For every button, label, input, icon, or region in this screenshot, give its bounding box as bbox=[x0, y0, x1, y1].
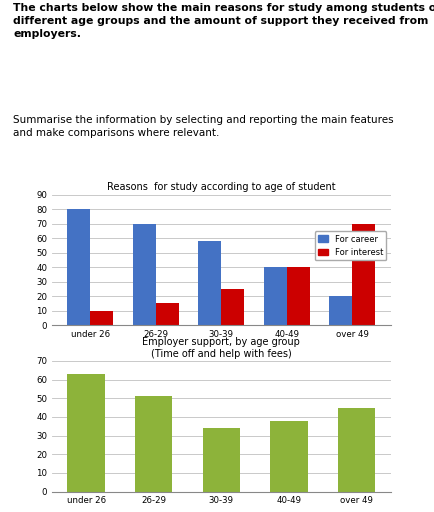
Bar bbox=[221, 289, 244, 325]
Bar bbox=[135, 396, 172, 492]
Bar bbox=[90, 311, 113, 325]
Bar bbox=[67, 374, 105, 492]
Text: The charts below show the main reasons for study among students of
different age: The charts below show the main reasons f… bbox=[13, 3, 434, 39]
Bar bbox=[352, 224, 375, 325]
Bar bbox=[198, 241, 221, 325]
Legend: For career, For interest: For career, For interest bbox=[315, 231, 386, 260]
Text: Summarise the information by selecting and reporting the main features
and make : Summarise the information by selecting a… bbox=[13, 115, 394, 138]
Title: Employer support, by age group
(Time off and help with fees): Employer support, by age group (Time off… bbox=[142, 337, 300, 359]
Bar bbox=[338, 408, 375, 492]
Bar bbox=[156, 303, 179, 325]
Bar bbox=[133, 224, 156, 325]
Title: Reasons  for study according to age of student: Reasons for study according to age of st… bbox=[107, 182, 335, 193]
Bar bbox=[67, 209, 90, 325]
Bar bbox=[287, 267, 310, 325]
Bar bbox=[329, 296, 352, 325]
Bar bbox=[264, 267, 287, 325]
Bar bbox=[203, 428, 240, 492]
Bar bbox=[270, 421, 308, 492]
